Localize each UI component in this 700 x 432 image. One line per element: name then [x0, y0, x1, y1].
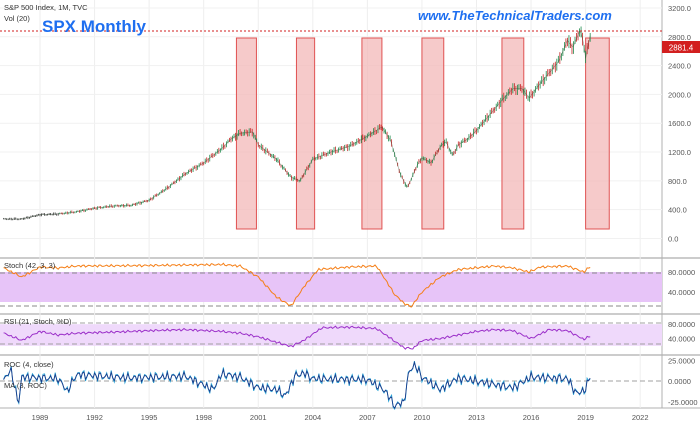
- stoch-band: [0, 272, 662, 302]
- time-x-tick: 1992: [86, 413, 103, 422]
- roc-label: ROC (4, close): [4, 360, 54, 369]
- rsi-line: [3, 325, 591, 350]
- x-axis-ticks: 1989 1992 1995 1998 2001 2004 2007 2010 2013 2016…: [32, 413, 649, 422]
- highlight-rect: [585, 37, 610, 230]
- time-x-tick: 2007: [359, 413, 376, 422]
- stoch-y-tick: 40.0000: [668, 288, 695, 297]
- price-y-tick: 0.0: [668, 234, 678, 243]
- price-y-tick: 400.0: [668, 206, 687, 215]
- current-price-value: 2881.4: [669, 44, 694, 53]
- time-x-tick: 2001: [250, 413, 267, 422]
- roc-ma-label: MA (3, ROC): [4, 381, 47, 390]
- highlight-rect: [421, 37, 445, 230]
- price-y-tick: 3200.0: [668, 4, 691, 13]
- rsi-label: RSI (21, Stoch, %D): [4, 317, 72, 326]
- rsi-series: [3, 325, 591, 350]
- highlight-rect: [295, 37, 316, 230]
- highlight-rect: [501, 37, 525, 230]
- roc-y-tick: -25.0000: [668, 398, 698, 407]
- price-y-tick: 2000.0: [668, 90, 691, 99]
- price-y-tick: 2800.0: [668, 33, 691, 42]
- rsi-y-tick: 40.0000: [668, 335, 695, 344]
- time-x-tick: 2016: [523, 413, 540, 422]
- price-line: [3, 30, 591, 220]
- time-x-tick: 2022: [632, 413, 649, 422]
- current-price-tag: 2881.4: [662, 41, 700, 53]
- roc-y-tick: 0.0000: [668, 377, 691, 386]
- stoch-label: Stoch (42, 3, 3): [4, 261, 56, 270]
- time-x-tick: 2010: [414, 413, 431, 422]
- website-watermark: www.TheTechnicalTraders.com: [418, 8, 612, 23]
- roc-y-tick: 25.0000: [668, 356, 695, 365]
- stoch-y-tick: 80.0000: [668, 268, 695, 277]
- roc-line: [3, 360, 591, 409]
- rsi-y-tick: 80.0000: [668, 320, 695, 329]
- stoch-series: [3, 262, 591, 308]
- roc-series: [3, 360, 591, 411]
- time-x-tick: 1998: [195, 413, 212, 422]
- price-series: [3, 26, 591, 221]
- panel-frames: [0, 0, 700, 409]
- time-x-tick: 1989: [32, 413, 49, 422]
- price-y-tick: 800.0: [668, 177, 687, 186]
- price-y-tick: 1200.0: [668, 148, 691, 157]
- chart-title: SPX Monthly: [42, 17, 146, 36]
- time-x-tick: 2013: [468, 413, 485, 422]
- volume-label: Vol (20): [4, 14, 30, 23]
- stoch-line: [3, 262, 591, 308]
- time-x-tick: 2019: [577, 413, 594, 422]
- price-y-tick: 2400.0: [668, 62, 691, 71]
- symbol-line: S&P 500 Index, 1M, TVC: [4, 3, 88, 12]
- time-x-tick: 2004: [304, 413, 321, 422]
- y-axis-ticks: 3200.0 2800.0 2400.0 2000.0 1600.0 1200.0 800.…: [668, 4, 698, 407]
- price-y-tick: 1600.0: [668, 119, 691, 128]
- time-x-tick: 1995: [141, 413, 158, 422]
